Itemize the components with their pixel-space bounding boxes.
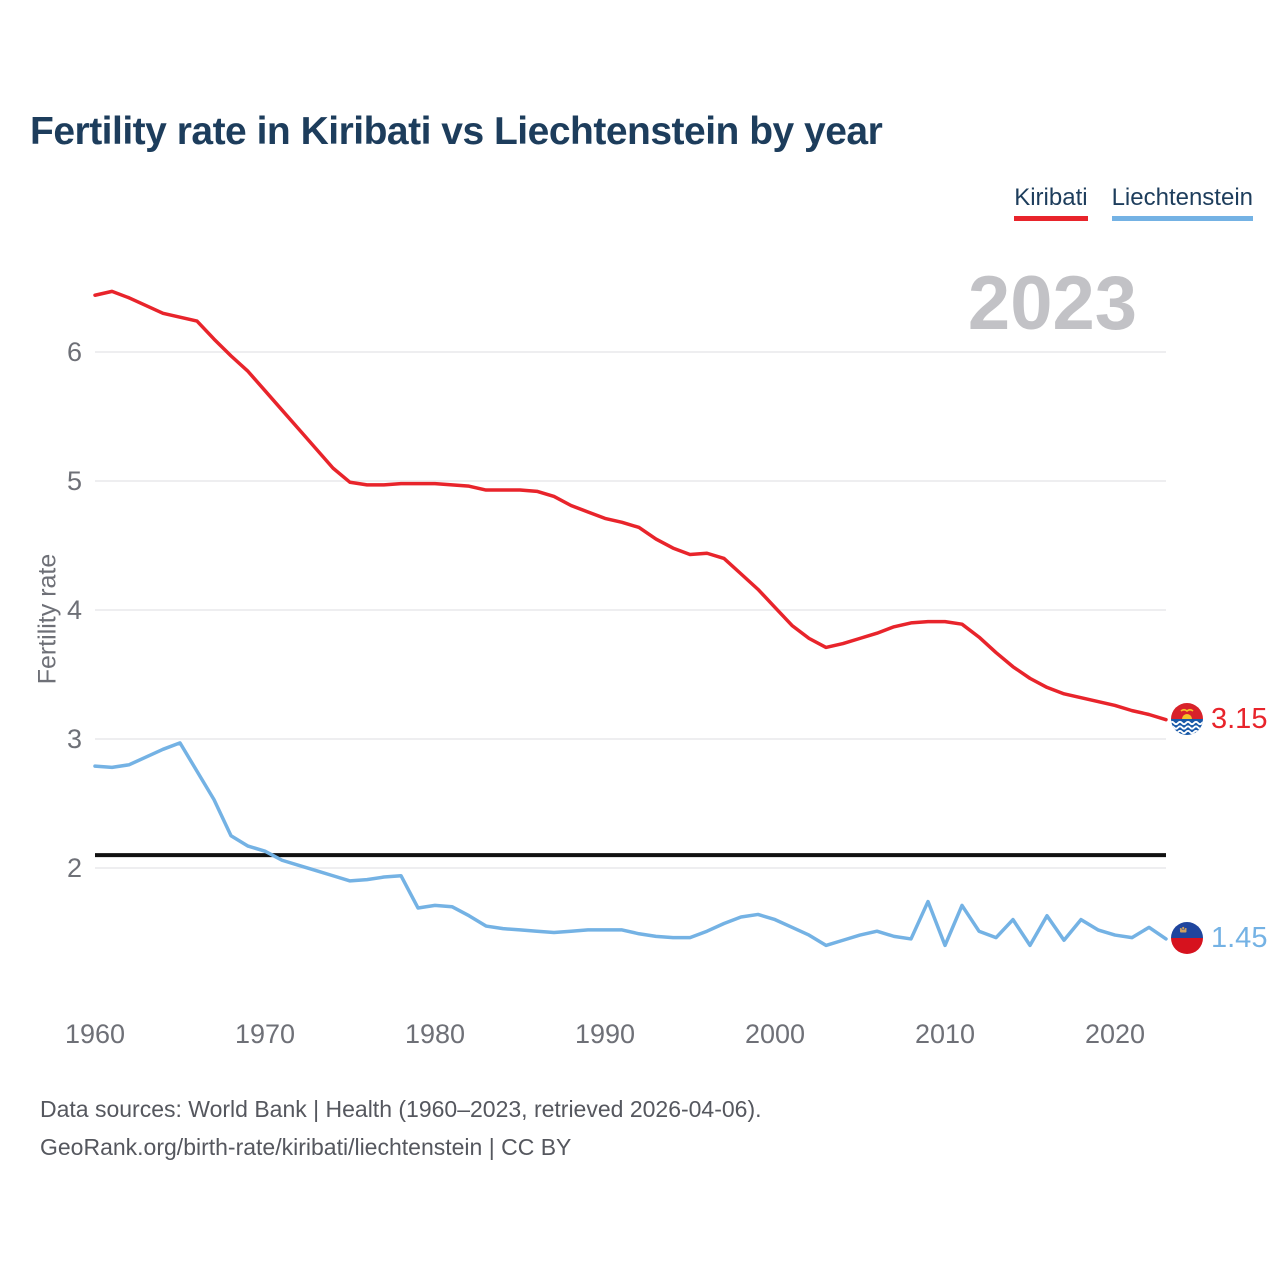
end-value-liechtenstein: 1.45 xyxy=(1211,921,1268,954)
y-tick-label: 6 xyxy=(67,337,82,367)
y-tick-label: 5 xyxy=(67,466,82,496)
footer: Data sources: World Bank | Health (1960–… xyxy=(40,1090,762,1166)
liechtenstein-flag-icon xyxy=(1171,922,1203,954)
x-tick-label: 2010 xyxy=(915,1019,975,1049)
end-label-liechtenstein: 1.45 xyxy=(1170,921,1267,955)
x-tick-label: 1960 xyxy=(65,1019,125,1049)
page-title: Fertility rate in Kiribati vs Liechtenst… xyxy=(30,110,883,153)
series-line-kiribati xyxy=(93,289,1168,722)
legend-item-kiribati[interactable]: Kiribati xyxy=(1014,184,1088,221)
legend: Kiribati Liechtenstein xyxy=(1014,184,1253,221)
x-tick-label: 2020 xyxy=(1085,1019,1145,1049)
x-tick-label: 1980 xyxy=(405,1019,465,1049)
y-tick-label: 4 xyxy=(67,595,82,625)
legend-item-liechtenstein[interactable]: Liechtenstein xyxy=(1111,184,1253,221)
kiribati-flag-icon xyxy=(1171,703,1203,735)
y-axis-label: Fertility rate xyxy=(33,553,62,685)
end-value-kiribati: 3.15 xyxy=(1211,702,1268,735)
x-tick-label: 1970 xyxy=(235,1019,295,1049)
end-label-kiribati: 3.15 xyxy=(1170,702,1267,736)
watermark-year: 2023 xyxy=(967,261,1137,346)
y-tick-label: 3 xyxy=(67,724,82,754)
y-tick-label: 2 xyxy=(67,853,82,883)
x-tick-label: 2000 xyxy=(745,1019,805,1049)
footer-sources-line: Data sources: World Bank | Health (1960–… xyxy=(40,1096,762,1122)
x-tick-label: 1990 xyxy=(575,1019,635,1049)
series-line-liechtenstein xyxy=(93,741,1168,948)
footer-attribution-line: GeoRank.org/birth-rate/kiribati/liechten… xyxy=(40,1134,572,1160)
